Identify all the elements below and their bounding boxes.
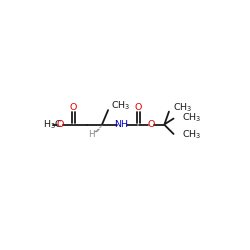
Text: NH: NH <box>114 120 128 129</box>
Text: CH$_3$: CH$_3$ <box>182 112 202 124</box>
Text: O: O <box>70 103 77 112</box>
Text: O: O <box>148 120 155 129</box>
Text: CH$_3$: CH$_3$ <box>182 128 202 141</box>
Text: H$_3$C: H$_3$C <box>43 118 62 131</box>
Text: O: O <box>134 103 142 112</box>
Text: O: O <box>57 120 64 129</box>
Text: CH$_3$: CH$_3$ <box>173 102 192 114</box>
Text: H: H <box>88 130 95 139</box>
Text: CH$_3$: CH$_3$ <box>111 100 131 112</box>
